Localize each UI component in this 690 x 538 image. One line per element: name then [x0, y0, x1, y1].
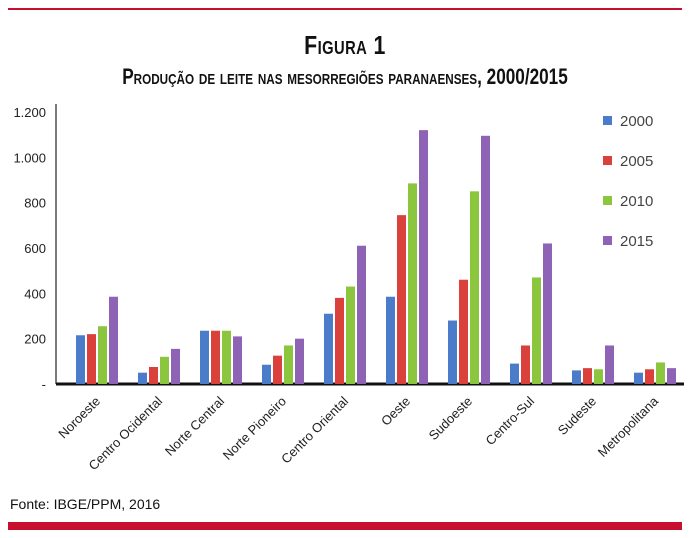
category-label: Centro-Sul: [483, 393, 538, 448]
bar: [594, 369, 603, 384]
bar: [335, 297, 344, 384]
category-label: Oeste: [378, 394, 413, 429]
bar: [634, 372, 643, 384]
bar: [357, 245, 366, 384]
source-note: Fonte: IBGE/PPM, 2016: [10, 496, 161, 512]
bar: [262, 364, 271, 384]
legend-label: 2000: [620, 113, 653, 130]
bar: [408, 183, 417, 384]
bottom-rule: [8, 522, 682, 530]
y-tick-label: -: [42, 377, 46, 392]
bar: [605, 345, 614, 384]
bar: [222, 330, 231, 384]
bar: [667, 368, 676, 384]
bar: [572, 370, 581, 384]
bar: [459, 279, 468, 384]
legend-label: 2015: [620, 233, 653, 250]
bar: [532, 277, 541, 384]
category-label: Noroeste: [55, 394, 103, 442]
legend-swatch: [603, 156, 612, 165]
legend-swatch: [603, 116, 612, 125]
category-label: Metropolitana: [595, 393, 662, 460]
y-tick-label: 800: [24, 196, 46, 211]
y-tick-label: 1.200: [13, 105, 46, 120]
bar: [481, 135, 490, 384]
bar: [138, 372, 147, 384]
category-label: Sudeste: [555, 394, 599, 438]
chart-bars: [76, 130, 676, 384]
legend-label: 2005: [620, 153, 653, 170]
bar: [98, 326, 107, 384]
y-tick-label: 1.000: [13, 150, 46, 165]
bar: [583, 368, 592, 384]
top-rule: [8, 8, 682, 10]
bar: [521, 345, 530, 384]
bar: [645, 369, 654, 384]
legend-label: 2010: [620, 193, 653, 210]
bar: [346, 286, 355, 384]
chart-axes: - 200 400 600 800 1.000 1.200: [13, 104, 684, 392]
bar: [233, 336, 242, 384]
bar: [419, 130, 428, 384]
y-tick-label: 400: [24, 286, 46, 301]
figure-label: Figura 1: [304, 30, 386, 60]
bar: [149, 367, 158, 384]
bar: [284, 345, 293, 384]
bar: [397, 215, 406, 384]
bar: [200, 330, 209, 384]
bar: [656, 362, 665, 384]
legend-swatch: [603, 236, 612, 245]
bar: [76, 335, 85, 384]
bar: [87, 334, 96, 384]
figure-title: Produção de leite nas mesorregiões paran…: [122, 64, 568, 89]
category-label: Norte Pioneiro: [220, 394, 289, 463]
bar: [171, 348, 180, 384]
bar: [470, 191, 479, 384]
bar: [543, 243, 552, 384]
legend-swatch: [603, 196, 612, 205]
bar: [295, 338, 304, 384]
category-label: Norte Central: [162, 393, 227, 458]
bar: [109, 296, 118, 384]
bar: [273, 355, 282, 384]
y-tick-label: 600: [24, 241, 46, 256]
y-tick-label: 200: [24, 332, 46, 347]
bar: [324, 313, 333, 384]
bar: [211, 330, 220, 384]
chart-legend: 2000 2005 2010 2015: [603, 113, 653, 250]
category-label: Sudoeste: [426, 394, 475, 443]
bar: [160, 356, 169, 384]
category-label: Centro Oriental: [278, 393, 351, 466]
bar: [386, 296, 395, 384]
bar: [448, 320, 457, 384]
bar: [510, 363, 519, 384]
